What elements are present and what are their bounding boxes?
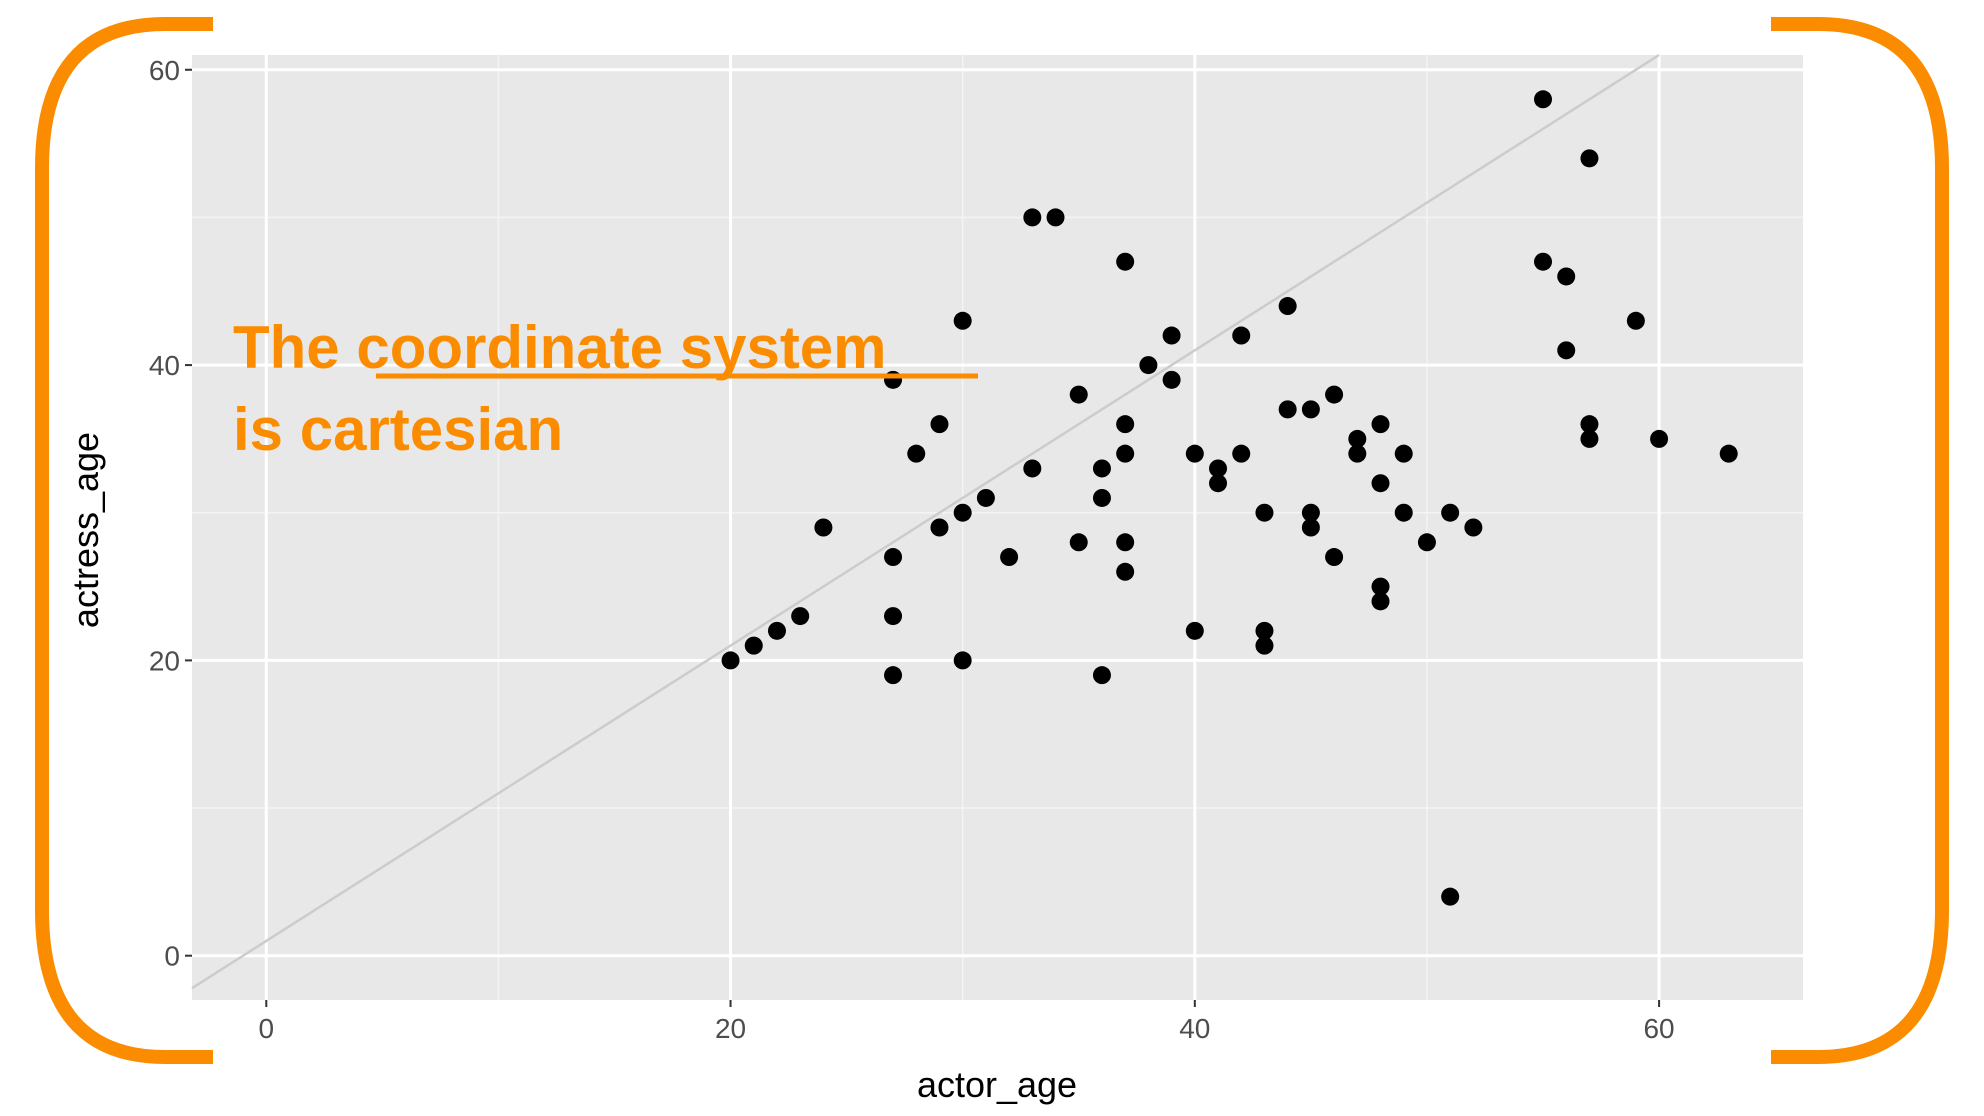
scatter-point	[1580, 429, 1599, 448]
scatter-point	[1464, 518, 1483, 537]
scatter-point	[884, 607, 903, 626]
scatter-point	[930, 518, 949, 537]
scatter-point	[767, 621, 786, 640]
scatter-point	[1209, 459, 1228, 478]
scatter-point	[1139, 356, 1158, 375]
major-gridlines	[192, 55, 1803, 1000]
y-tick-label: 0	[164, 941, 180, 972]
scatter-point	[1116, 533, 1135, 552]
scatter-point	[1534, 252, 1553, 271]
y-tick-label: 40	[149, 350, 180, 381]
minor-gridlines	[192, 55, 1803, 1000]
scatter-point	[1557, 267, 1576, 286]
scatter-point	[1441, 503, 1460, 522]
scatter-point	[1348, 444, 1367, 463]
annotation-line-1: The coordinate system	[233, 314, 887, 381]
x-axis-title: actor_age	[917, 1064, 1077, 1105]
x-tick-label: 0	[258, 1013, 274, 1044]
scatter-point	[1278, 297, 1297, 316]
y-axis-title: actress_age	[65, 432, 106, 628]
scatter-point	[721, 651, 740, 670]
scatter-point	[1162, 326, 1181, 345]
scatter-point	[1580, 149, 1599, 168]
scatter-point	[953, 651, 972, 670]
scatter-point	[1394, 444, 1413, 463]
left-bracket-decoration	[35, 17, 213, 1064]
scatter-point	[791, 607, 810, 626]
scatter-point	[1371, 577, 1390, 596]
scatter-point	[1069, 533, 1088, 552]
y-tick-label: 60	[149, 55, 180, 86]
scatter-point	[1046, 208, 1065, 227]
annotation-emphasis: coordinate system	[356, 314, 886, 381]
scatter-point	[1719, 444, 1738, 463]
scatter-point	[953, 503, 972, 522]
scatter-point	[814, 518, 833, 537]
x-tick-label: 60	[1643, 1013, 1674, 1044]
scatter-point	[1116, 252, 1135, 271]
annotation-line-2: is cartesian	[233, 396, 563, 463]
right-bracket-decoration	[1771, 17, 1949, 1064]
scatter-point	[1255, 621, 1274, 640]
scatter-point	[1209, 474, 1228, 493]
scatter-point	[884, 548, 903, 567]
scatter-point	[1417, 533, 1436, 552]
scatter-point	[1023, 208, 1042, 227]
scatter-point	[1371, 474, 1390, 493]
scatter-point	[1650, 429, 1669, 448]
scatter-point	[1185, 444, 1204, 463]
scatter-point	[907, 444, 926, 463]
scatter-point	[1255, 636, 1274, 655]
x-tick-label: 20	[715, 1013, 746, 1044]
scatter-point	[1116, 415, 1135, 434]
scatter-point	[1394, 503, 1413, 522]
scatter-point	[1092, 666, 1111, 685]
scatter-point	[1301, 400, 1320, 419]
plot-panel	[192, 55, 1803, 1000]
y-tick-label: 20	[149, 645, 180, 676]
scatter-point	[1232, 326, 1251, 345]
scatter-point	[1092, 459, 1111, 478]
scatter-point	[1325, 385, 1344, 404]
scatter-point	[1116, 562, 1135, 581]
scatter-point	[1255, 503, 1274, 522]
scatter-point	[1301, 518, 1320, 537]
x-axis-ticks: 0 20 40 60	[258, 1000, 1675, 1044]
scatter-point	[1000, 548, 1019, 567]
scatter-point	[1278, 400, 1297, 419]
scatter-point	[1301, 503, 1320, 522]
scatter-point	[1162, 370, 1181, 389]
x-tick-label: 40	[1179, 1013, 1210, 1044]
scatter-point	[884, 666, 903, 685]
scatter-point	[976, 488, 995, 507]
scatter-point	[1185, 621, 1204, 640]
scatter-point	[744, 636, 763, 655]
scatter-point	[1534, 90, 1553, 109]
scatter-point	[1371, 592, 1390, 611]
scatter-point	[1441, 887, 1460, 906]
data-points	[721, 90, 1738, 906]
scatter-point	[1348, 429, 1367, 448]
scatter-point	[1325, 548, 1344, 567]
scatter-point	[1557, 341, 1576, 360]
y-axis-ticks: 0 20 40 60	[149, 55, 192, 972]
annotation-prefix: The	[233, 314, 356, 381]
scatter-point	[930, 415, 949, 434]
scatter-point	[1023, 459, 1042, 478]
scatter-point	[953, 311, 972, 330]
scatter-point	[1371, 415, 1390, 434]
scatter-point	[1232, 444, 1251, 463]
scatter-point	[1626, 311, 1645, 330]
scatter-point	[1069, 385, 1088, 404]
scatter-point	[1092, 488, 1111, 507]
reference-line	[191, 53, 1660, 990]
scatter-point	[1580, 415, 1599, 434]
scatter-point	[1116, 444, 1135, 463]
